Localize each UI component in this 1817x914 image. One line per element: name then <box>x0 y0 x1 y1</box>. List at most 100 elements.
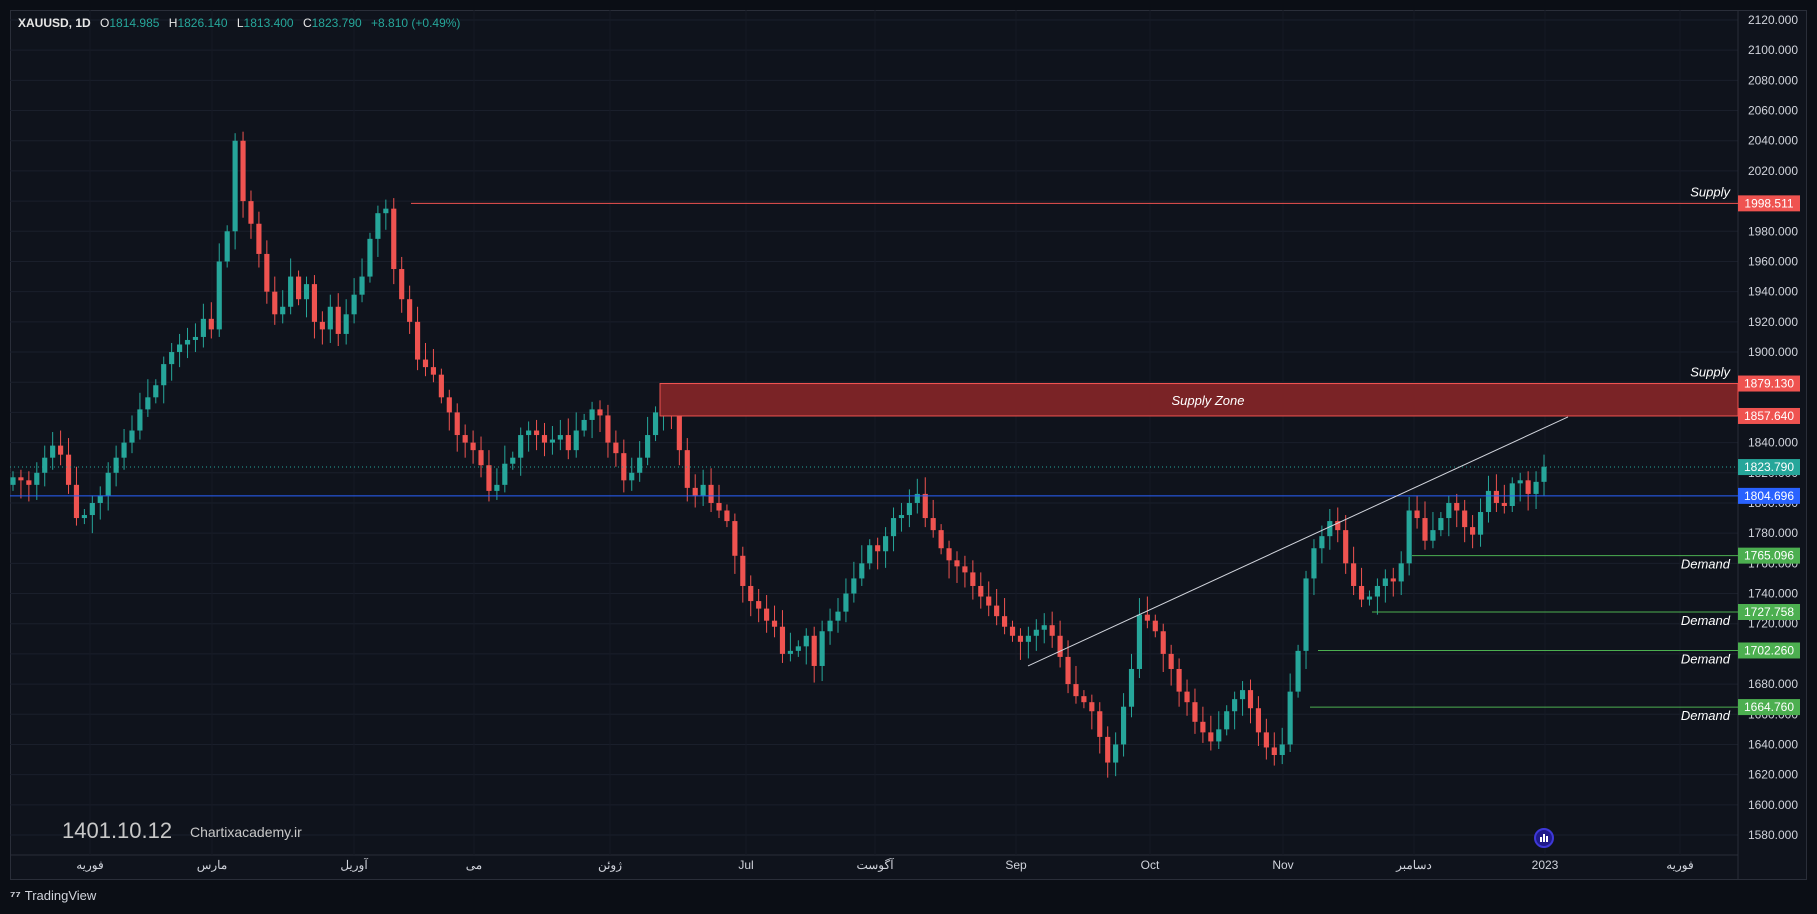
chart-icon <box>1540 834 1548 842</box>
candle-body <box>1501 502 1507 506</box>
candle-body <box>1009 626 1016 636</box>
candle-body <box>121 442 127 458</box>
candle-body <box>1232 699 1238 712</box>
candle-body <box>1216 729 1222 742</box>
candle-body <box>184 339 191 345</box>
candle-body <box>541 435 548 443</box>
x-tick-label: آگوست <box>856 857 894 872</box>
candle-body <box>438 374 444 398</box>
y-tick-label: 1940.000 <box>1748 285 1798 299</box>
candle-body <box>1541 466 1547 482</box>
candle-body <box>1343 530 1349 564</box>
candle-body <box>1033 629 1039 636</box>
candle-body <box>1017 635 1024 642</box>
candle-body <box>200 318 206 337</box>
candle-body <box>383 208 389 214</box>
y-tick-label: 1920.000 <box>1748 315 1798 329</box>
candle-body <box>169 352 175 365</box>
candle-body <box>629 472 635 481</box>
x-tick-label: Oct <box>1141 858 1160 872</box>
x-tick-label: Nov <box>1272 858 1293 872</box>
candle-body <box>50 445 56 458</box>
watermark-site: Chartixacademy.ir <box>190 824 302 840</box>
candle-body <box>795 646 801 651</box>
candle-body <box>1279 744 1285 756</box>
y-tick-label: 2080.000 <box>1748 73 1798 87</box>
candle-body <box>319 321 325 330</box>
demand-level-label: Demand <box>1681 708 1731 723</box>
candle-body <box>462 435 468 443</box>
y-tick-label: 1680.000 <box>1748 677 1798 691</box>
candle-body <box>1446 502 1452 519</box>
candle-body <box>605 415 611 443</box>
candle-body <box>779 626 786 654</box>
candle-body <box>1208 732 1214 742</box>
tradingview-brand[interactable]: ⁷⁷ TradingView <box>10 888 96 903</box>
candle-body <box>1184 691 1190 703</box>
supply-price-tag-label: 1879.130 <box>1744 377 1794 391</box>
demand-level-label: Demand <box>1681 651 1731 666</box>
candle-body <box>787 650 793 654</box>
supply-zone-label: Supply Zone <box>1172 393 1245 408</box>
watermark-date: 1401.10.12 <box>62 818 173 843</box>
candle-body <box>875 545 881 552</box>
candle-body <box>1065 656 1071 685</box>
y-tick-label: 1740.000 <box>1748 587 1798 601</box>
candle-body <box>335 306 341 334</box>
candle-body <box>1493 490 1499 503</box>
high-label: H <box>168 16 178 30</box>
candle-body <box>42 457 48 473</box>
candle-body <box>597 409 603 416</box>
candle-body <box>1358 585 1365 600</box>
candle-body <box>771 620 778 627</box>
candle-body <box>930 518 936 531</box>
candle-body <box>1105 736 1111 763</box>
supply-level-label: Supply <box>1690 184 1731 199</box>
symbol-name: XAUUSD, 1D <box>18 16 91 30</box>
candle-body <box>1081 696 1087 703</box>
candle-body <box>533 430 540 436</box>
candle-body <box>137 409 143 431</box>
candle-body <box>621 453 627 481</box>
candle-body <box>73 484 80 519</box>
low-label: L <box>236 16 244 30</box>
candle-body <box>192 336 199 340</box>
candle-body <box>1089 702 1095 712</box>
candle-body <box>1398 563 1404 582</box>
candle-body <box>883 536 889 552</box>
candle-body <box>454 412 460 436</box>
change-value: +8.810 (+0.49%) <box>371 16 461 30</box>
candle-body <box>676 412 682 451</box>
supply-level-label: Supply <box>1690 365 1731 380</box>
scroll-to-realtime-button[interactable] <box>1534 828 1554 848</box>
candle-body <box>1374 585 1380 597</box>
candle-body <box>486 465 492 491</box>
candle-body <box>414 321 421 360</box>
candle-body <box>1517 480 1523 484</box>
candle-body <box>700 484 706 496</box>
candle-body <box>502 463 508 485</box>
candle-body <box>1509 483 1515 506</box>
candle-body <box>1128 668 1135 707</box>
candle-body <box>906 502 912 516</box>
candle-body <box>129 430 135 443</box>
y-tick-label: 2040.000 <box>1748 134 1798 148</box>
candle-body <box>1477 512 1484 535</box>
candle-body <box>1255 708 1262 733</box>
candle-body <box>208 318 214 330</box>
candle-body <box>803 635 809 647</box>
candle-body <box>1319 536 1325 549</box>
candle-body <box>898 515 905 519</box>
candle-body <box>1200 721 1206 733</box>
close-label: C <box>302 16 312 30</box>
candle-body <box>756 601 762 609</box>
candle-body <box>446 397 452 413</box>
tradingview-label: TradingView <box>24 888 97 903</box>
y-tick-label: 1980.000 <box>1748 224 1798 238</box>
candle-body <box>375 213 381 239</box>
candle-body <box>557 435 563 440</box>
candle-body <box>1120 706 1127 745</box>
candle-body <box>708 484 714 503</box>
candle-body <box>938 530 944 549</box>
price-chart[interactable]: 2120.000 2100.000 2080.000 2060.000 2040.000… <box>0 0 1817 880</box>
